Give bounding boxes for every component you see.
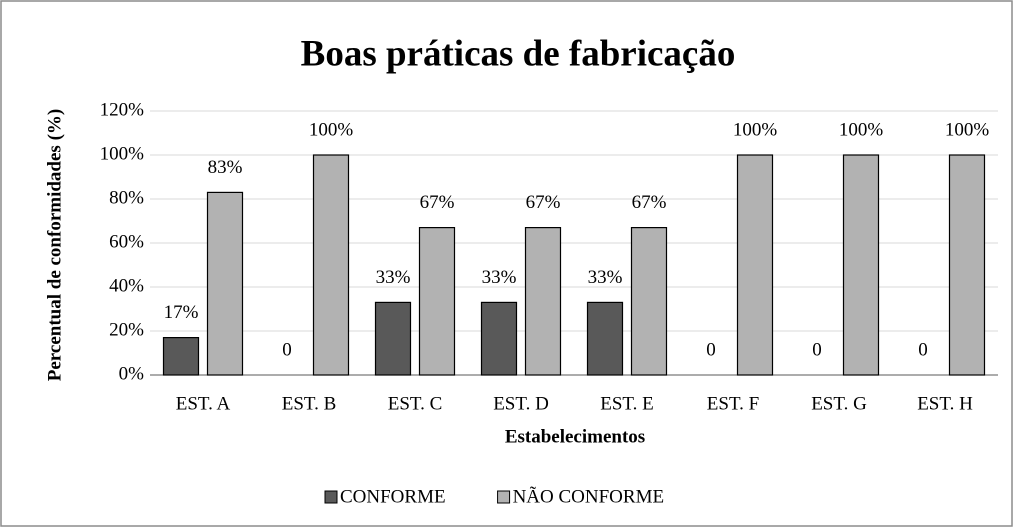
value-label: 100%	[733, 119, 778, 140]
bar	[480, 301, 518, 376]
bar	[418, 227, 456, 376]
legend-swatch	[324, 490, 338, 504]
value-label: 67%	[420, 192, 455, 213]
x-tick-label: EST. D	[493, 393, 549, 414]
value-label: 33%	[588, 267, 623, 288]
y-tick-label: 100%	[100, 143, 145, 164]
x-tick-label: EST. B	[282, 393, 337, 414]
x-tick-label: EST. F	[707, 393, 759, 414]
x-tick-label: EST. E	[600, 393, 653, 414]
legend-label: NÃO CONFORME	[513, 485, 665, 507]
bar	[206, 191, 244, 376]
y-tick-label: 20%	[109, 319, 144, 340]
bar	[736, 154, 774, 376]
bar	[162, 337, 200, 376]
legend-swatch	[497, 490, 511, 504]
x-tick-label: EST. G	[811, 393, 867, 414]
x-tick-label: EST. H	[917, 393, 973, 414]
value-label: 100%	[309, 119, 354, 140]
value-label: 0	[918, 339, 928, 360]
value-label: 0	[282, 339, 292, 360]
value-label: 67%	[526, 192, 561, 213]
value-label: 0	[812, 339, 822, 360]
value-label: 17%	[164, 302, 199, 323]
value-label: 100%	[839, 119, 884, 140]
value-label: 33%	[482, 267, 517, 288]
value-label: 0	[706, 339, 716, 360]
bar	[374, 301, 412, 376]
bar	[312, 154, 350, 376]
legend-label: CONFORME	[340, 486, 446, 507]
bar	[842, 154, 880, 376]
y-tick-label: 60%	[109, 231, 144, 252]
bar	[948, 154, 986, 376]
y-tick-label: 40%	[109, 275, 144, 296]
value-label: 67%	[632, 192, 667, 213]
bar	[630, 227, 668, 376]
x-tick-label: EST. A	[176, 393, 231, 414]
y-tick-label: 0%	[119, 363, 145, 384]
y-tick-label: 120%	[100, 99, 145, 120]
x-axis-label: Estabelecimentos	[505, 426, 645, 447]
y-axis-label: Percentual de conformidades (%)	[44, 109, 65, 381]
bar	[524, 227, 562, 376]
value-label: 33%	[376, 267, 411, 288]
value-label: 83%	[208, 157, 243, 178]
chart-title: Boas práticas de fabricação	[301, 33, 736, 74]
bar	[586, 301, 624, 376]
x-tick-label: EST. C	[388, 393, 443, 414]
value-label: 100%	[945, 119, 990, 140]
y-tick-label: 80%	[109, 187, 144, 208]
